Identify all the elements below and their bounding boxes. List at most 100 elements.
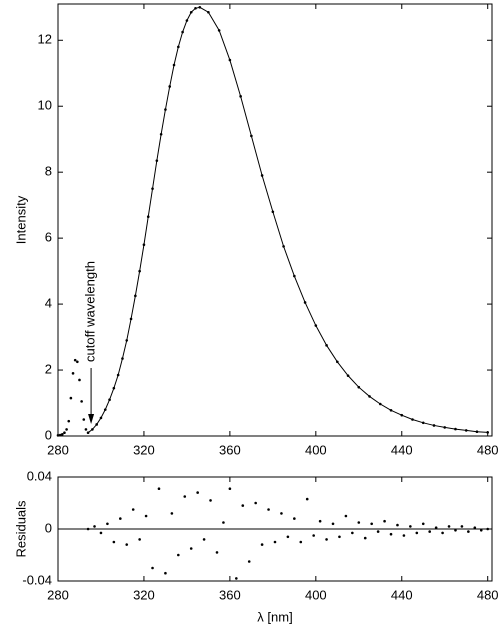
data-point bbox=[282, 245, 285, 248]
data-point bbox=[273, 540, 277, 544]
data-point bbox=[116, 373, 120, 377]
data-point bbox=[239, 95, 242, 98]
data-point bbox=[325, 538, 328, 541]
data-point bbox=[305, 497, 309, 501]
data-point bbox=[314, 324, 318, 327]
data-point bbox=[138, 538, 141, 541]
data-point bbox=[346, 374, 350, 377]
y-tick-label: 8 bbox=[45, 164, 52, 179]
x-tick-label: 400 bbox=[305, 442, 327, 457]
data-point bbox=[69, 396, 73, 400]
data-point bbox=[185, 19, 189, 22]
data-point bbox=[209, 499, 212, 502]
data-point bbox=[215, 551, 219, 554]
data-point bbox=[65, 428, 68, 431]
data-point bbox=[396, 523, 399, 527]
data-point bbox=[177, 553, 180, 557]
x-tick-label: 320 bbox=[133, 442, 155, 457]
data-point bbox=[112, 386, 116, 390]
data-point bbox=[286, 535, 290, 539]
data-point bbox=[73, 358, 77, 362]
data-point bbox=[207, 10, 210, 14]
y-tick-label: 0 bbox=[45, 520, 52, 535]
data-point bbox=[486, 527, 490, 531]
x-tick-label: 280 bbox=[47, 442, 69, 457]
data-point bbox=[479, 529, 483, 532]
data-point bbox=[60, 433, 64, 436]
data-point bbox=[247, 560, 251, 563]
y-tick-label: 4 bbox=[45, 296, 52, 311]
data-point bbox=[151, 187, 154, 190]
data-point bbox=[222, 521, 225, 524]
data-point bbox=[142, 243, 146, 247]
data-point bbox=[138, 269, 141, 273]
data-point bbox=[325, 344, 328, 347]
data-point bbox=[164, 108, 167, 111]
data-point bbox=[170, 512, 174, 515]
data-point bbox=[112, 540, 116, 544]
x-tick-label: 440 bbox=[391, 442, 413, 457]
data-point bbox=[172, 63, 176, 67]
annotation: cutoff wavelength bbox=[83, 261, 98, 362]
data-point bbox=[250, 134, 253, 138]
data-point bbox=[217, 29, 221, 32]
data-point bbox=[155, 159, 159, 162]
data-point bbox=[299, 540, 303, 544]
data-point bbox=[86, 431, 90, 435]
data-point bbox=[486, 431, 490, 434]
data-point bbox=[280, 512, 283, 515]
x-tick-label: 480 bbox=[477, 442, 499, 457]
data-point bbox=[157, 487, 161, 491]
data-point bbox=[421, 522, 425, 526]
data-point bbox=[271, 210, 275, 214]
data-point bbox=[71, 372, 75, 375]
data-point bbox=[106, 522, 109, 526]
data-point bbox=[129, 317, 133, 321]
data-point bbox=[460, 525, 464, 528]
data-point bbox=[228, 487, 232, 491]
data-point bbox=[63, 431, 66, 435]
y-tick-label: 6 bbox=[45, 230, 52, 245]
data-point bbox=[267, 508, 270, 511]
x-tick-label: 480 bbox=[477, 587, 499, 602]
x-tick-label: 440 bbox=[391, 587, 413, 602]
data-point bbox=[125, 339, 129, 342]
y-tick-label: 10 bbox=[38, 98, 52, 113]
data-point bbox=[159, 132, 163, 136]
data-point bbox=[254, 501, 257, 505]
data-point bbox=[357, 521, 361, 524]
data-point bbox=[235, 577, 238, 580]
data-point bbox=[151, 566, 154, 570]
x-tick-label: 360 bbox=[219, 442, 241, 457]
data-point bbox=[400, 413, 404, 417]
data-point bbox=[473, 526, 477, 529]
data-point bbox=[67, 419, 71, 423]
y-tick-label: 0 bbox=[45, 427, 52, 442]
data-point bbox=[56, 434, 60, 437]
y-tick-label: 0.04 bbox=[27, 468, 52, 483]
data-point bbox=[338, 535, 341, 539]
data-point bbox=[454, 529, 457, 532]
data-point bbox=[58, 433, 62, 437]
data-point bbox=[103, 408, 107, 411]
data-point bbox=[389, 532, 393, 536]
data-point bbox=[146, 215, 150, 219]
data-point bbox=[202, 538, 206, 541]
data-point bbox=[389, 408, 393, 412]
data-point bbox=[293, 274, 296, 278]
x-tick-label: 360 bbox=[219, 587, 241, 602]
data-point bbox=[189, 10, 193, 14]
data-point bbox=[409, 525, 412, 528]
data-point bbox=[368, 395, 371, 398]
data-point bbox=[467, 530, 470, 533]
data-point bbox=[86, 527, 90, 531]
data-point bbox=[454, 427, 457, 431]
x-tick-label: 280 bbox=[47, 587, 69, 602]
data-point bbox=[99, 531, 103, 535]
data-point bbox=[196, 491, 199, 494]
fit-line bbox=[87, 6, 488, 434]
data-point bbox=[228, 58, 232, 62]
data-point bbox=[370, 522, 373, 526]
data-point bbox=[78, 378, 81, 382]
